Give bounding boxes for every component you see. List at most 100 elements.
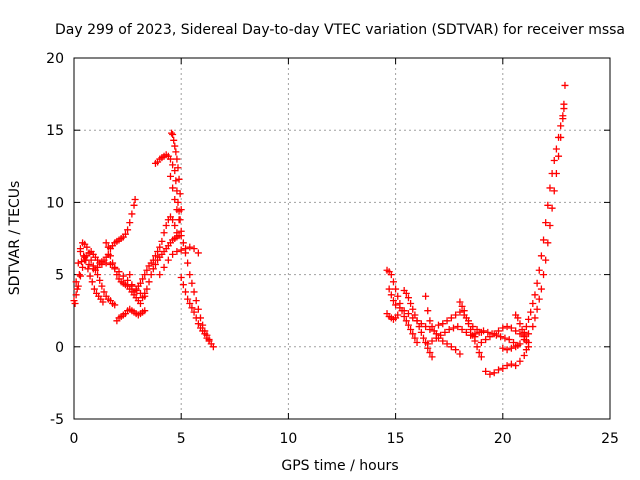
data-point	[559, 112, 567, 120]
data-point	[179, 281, 187, 289]
data-point	[128, 282, 136, 290]
data-points	[70, 81, 569, 378]
data-point	[190, 245, 198, 253]
data-point	[535, 266, 543, 274]
data-point	[471, 330, 479, 338]
data-point	[520, 331, 528, 339]
data-point	[113, 271, 121, 279]
data-point	[126, 271, 134, 279]
data-point	[181, 288, 189, 296]
data-point	[537, 285, 545, 293]
data-point	[407, 299, 415, 307]
data-point	[505, 336, 513, 344]
y-axis-ticks: -5 0 5 10 15 20	[46, 51, 610, 428]
data-point	[111, 265, 119, 273]
data-point	[535, 295, 543, 303]
data-point	[149, 265, 157, 273]
data-point	[394, 311, 402, 319]
data-point	[525, 343, 533, 351]
data-point	[169, 161, 177, 169]
data-point	[419, 334, 427, 342]
data-point	[136, 299, 144, 307]
data-point	[156, 271, 164, 279]
data-point	[83, 243, 91, 251]
data-point	[456, 298, 464, 306]
data-point	[170, 136, 178, 144]
data-point	[186, 299, 194, 307]
data-point	[499, 344, 507, 352]
data-point	[72, 278, 80, 286]
data-point	[447, 343, 455, 351]
data-point	[194, 320, 202, 328]
data-point	[490, 369, 498, 377]
data-point	[78, 258, 86, 266]
data-point	[171, 167, 179, 175]
data-point	[141, 289, 149, 297]
data-point	[475, 349, 483, 357]
data-point	[527, 308, 535, 316]
data-point	[109, 259, 117, 267]
data-point	[422, 323, 430, 331]
data-point	[512, 343, 520, 351]
data-point	[443, 317, 451, 325]
data-point	[190, 288, 198, 296]
data-point	[74, 282, 82, 290]
data-point	[76, 247, 84, 255]
data-point	[387, 291, 395, 299]
data-point	[482, 336, 490, 344]
data-point	[452, 311, 460, 319]
data-point	[561, 81, 569, 89]
data-point	[555, 133, 563, 141]
y-tick-label: 10	[46, 195, 64, 211]
x-axis-ticks: 0 5 10 15 20 25	[70, 58, 619, 447]
data-point	[510, 338, 518, 346]
data-point	[548, 170, 556, 178]
data-point	[522, 337, 530, 345]
data-point	[181, 245, 189, 253]
data-point	[173, 155, 181, 163]
data-point	[126, 219, 134, 227]
data-point	[529, 299, 537, 307]
data-point	[188, 279, 196, 287]
data-point	[424, 340, 432, 348]
data-point	[389, 297, 397, 305]
data-point	[400, 307, 408, 315]
data-point	[525, 315, 533, 323]
data-point	[409, 330, 417, 338]
data-point	[428, 323, 436, 331]
data-point	[119, 272, 127, 280]
data-point	[460, 307, 468, 315]
data-point	[424, 307, 432, 315]
data-point	[404, 294, 412, 302]
data-point	[452, 346, 460, 354]
data-point	[169, 216, 177, 224]
data-point	[503, 346, 511, 354]
data-point	[454, 323, 462, 331]
data-point	[437, 331, 445, 339]
data-point	[428, 353, 436, 361]
data-point	[516, 357, 524, 365]
data-point	[392, 285, 400, 293]
data-point	[413, 338, 421, 346]
data-point	[141, 307, 149, 315]
data-point	[407, 325, 415, 333]
data-point	[458, 325, 466, 333]
data-point	[531, 291, 539, 299]
data-point	[96, 276, 104, 284]
data-point	[537, 252, 545, 260]
data-point	[402, 317, 410, 325]
y-axis-label: SDTVAR / TECUs	[7, 181, 23, 296]
data-point	[106, 252, 114, 260]
data-point	[173, 206, 181, 214]
data-point	[415, 323, 423, 331]
data-point	[546, 184, 554, 192]
data-point	[387, 271, 395, 279]
x-tick-label: 15	[387, 431, 405, 447]
data-point	[533, 305, 541, 313]
data-point	[409, 305, 417, 313]
data-point	[139, 294, 147, 302]
data-point	[411, 334, 419, 342]
data-point	[104, 243, 112, 251]
data-point	[456, 308, 464, 316]
